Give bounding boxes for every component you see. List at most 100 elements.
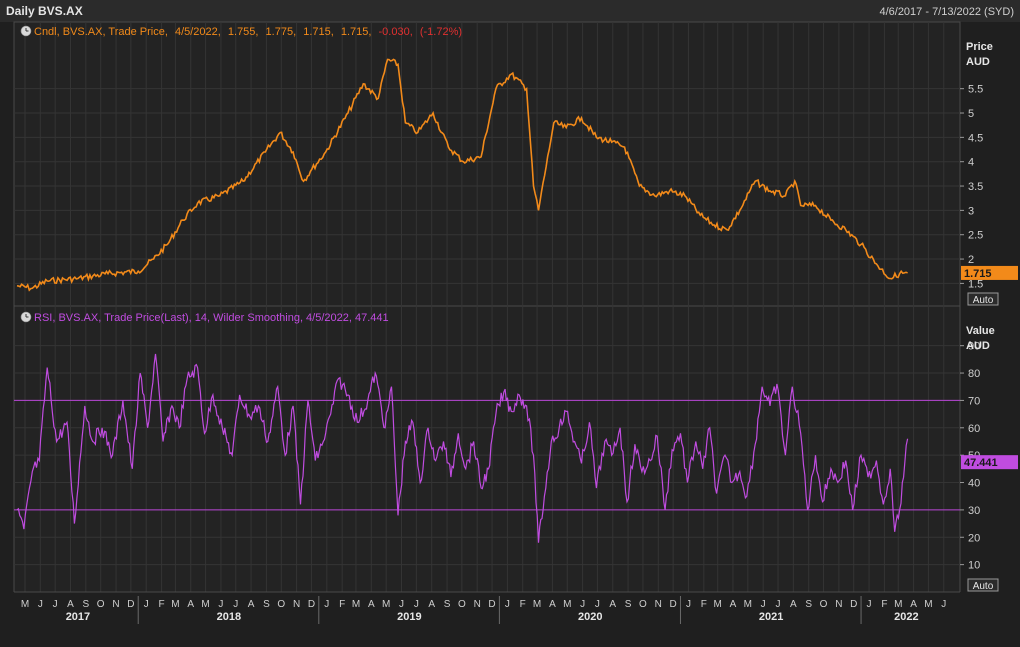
price-tick-label: 2.5 <box>968 230 983 242</box>
month-label: N <box>293 599 300 610</box>
price-legend-date: 4/5/2022, <box>175 26 221 38</box>
price-tick-label: 3.5 <box>968 181 983 193</box>
month-label: A <box>730 599 737 610</box>
month-label: M <box>382 599 390 610</box>
price-legend-high: 1.775, <box>266 26 297 38</box>
month-label: J <box>399 599 404 610</box>
date-range: 4/6/2017 - 7/13/2022 (SYD) <box>879 6 1014 18</box>
rsi-tick-label: 20 <box>968 532 980 544</box>
price-tick-label: 4 <box>968 157 974 169</box>
rsi-tick-label: 10 <box>968 560 980 572</box>
month-label: J <box>218 599 223 610</box>
month-label: J <box>776 599 781 610</box>
price-tick-label: 5 <box>968 108 974 120</box>
year-label: 2022 <box>894 611 918 623</box>
month-label: S <box>625 599 632 610</box>
price-legend: Cndl, BVS.AX, Trade Price, 4/5/2022, 1.7… <box>20 25 462 38</box>
month-label: M <box>21 599 29 610</box>
rsi-auto-scale-label: Auto <box>973 581 994 592</box>
price-tick-label: 1.5 <box>968 278 983 290</box>
price-auto-scale-button[interactable] <box>967 292 999 306</box>
price-tick-label: 5.5 <box>968 84 983 96</box>
price-panel <box>13 21 961 307</box>
year-label: 2018 <box>217 611 241 623</box>
month-label: F <box>701 599 707 610</box>
clock-icon[interactable] <box>20 311 32 323</box>
month-label: F <box>520 599 526 610</box>
month-label: M <box>171 599 179 610</box>
month-label: J <box>233 599 238 610</box>
month-label: J <box>580 599 585 610</box>
month-label: D <box>850 599 857 610</box>
month-label: N <box>655 599 662 610</box>
month-label: J <box>761 599 766 610</box>
rsi-tick-label: 30 <box>968 505 980 517</box>
rsi-legend: RSI, BVS.AX, Trade Price(Last), 14, Wild… <box>20 311 389 324</box>
price-axis-title: Price <box>966 41 993 53</box>
month-label: D <box>488 599 495 610</box>
month-label: A <box>67 599 74 610</box>
month-label: J <box>414 599 419 610</box>
month-label: S <box>444 599 451 610</box>
price-series-line <box>16 58 908 292</box>
price-auto-scale-label: Auto <box>973 295 994 306</box>
price-last-value: 1.715 <box>964 268 992 280</box>
price-tick-label: 2 <box>968 254 974 266</box>
month-label: N <box>474 599 481 610</box>
price-legend-series: Cndl, BVS.AX, Trade Price, <box>34 26 168 38</box>
price-tick-label: 4.5 <box>968 132 983 144</box>
month-label: A <box>549 599 556 610</box>
month-label: J <box>941 599 946 610</box>
rsi-last-value: 47.441 <box>964 457 998 469</box>
year-label: 2021 <box>759 611 783 623</box>
month-label: A <box>248 599 255 610</box>
month-label: M <box>924 599 932 610</box>
month-label: M <box>563 599 571 610</box>
month-label: A <box>187 599 194 610</box>
month-label: A <box>790 599 797 610</box>
price-legend-close: 1.715, <box>341 26 372 38</box>
month-label: O <box>820 599 828 610</box>
rsi-tick-label: 90 <box>968 341 980 353</box>
price-tick-label: 3 <box>968 205 974 217</box>
price-axis-unit: AUD <box>966 56 990 68</box>
rsi-legend-text: RSI, BVS.AX, Trade Price(Last), 14, Wild… <box>34 312 389 324</box>
rsi-axis-ticks: 102030405060708090 <box>960 341 980 572</box>
price-legend-change-pct: (-1.72%) <box>420 26 462 38</box>
month-label: S <box>805 599 812 610</box>
month-label: A <box>609 599 616 610</box>
chart-title: Daily BVS.AX <box>6 4 83 18</box>
month-label: D <box>308 599 315 610</box>
month-label: M <box>744 599 752 610</box>
month-label: F <box>158 599 164 610</box>
month-label: J <box>505 599 510 610</box>
month-label: D <box>670 599 677 610</box>
month-label: J <box>38 599 43 610</box>
month-label: M <box>713 599 721 610</box>
month-label: O <box>639 599 647 610</box>
rsi-tick-label: 60 <box>968 423 980 435</box>
month-label: S <box>263 599 270 610</box>
year-label: 2019 <box>397 611 421 623</box>
month-label: J <box>144 599 149 610</box>
price-grid <box>14 88 960 284</box>
clock-icon[interactable] <box>20 25 32 37</box>
year-label: 2017 <box>66 611 90 623</box>
month-label: A <box>428 599 435 610</box>
month-label: D <box>127 599 134 610</box>
price-legend-low: 1.715, <box>303 26 334 38</box>
month-label: O <box>458 599 466 610</box>
month-label: S <box>83 599 90 610</box>
rsi-series-line <box>16 353 909 543</box>
rsi-tick-label: 40 <box>968 478 980 490</box>
month-label: J <box>686 599 691 610</box>
month-label: N <box>112 599 119 610</box>
time-axis-background <box>0 592 1020 642</box>
rsi-panel <box>13 305 961 593</box>
rsi-auto-scale-button[interactable] <box>967 578 999 592</box>
month-label: F <box>339 599 345 610</box>
month-label: M <box>201 599 209 610</box>
month-label: J <box>867 599 872 610</box>
